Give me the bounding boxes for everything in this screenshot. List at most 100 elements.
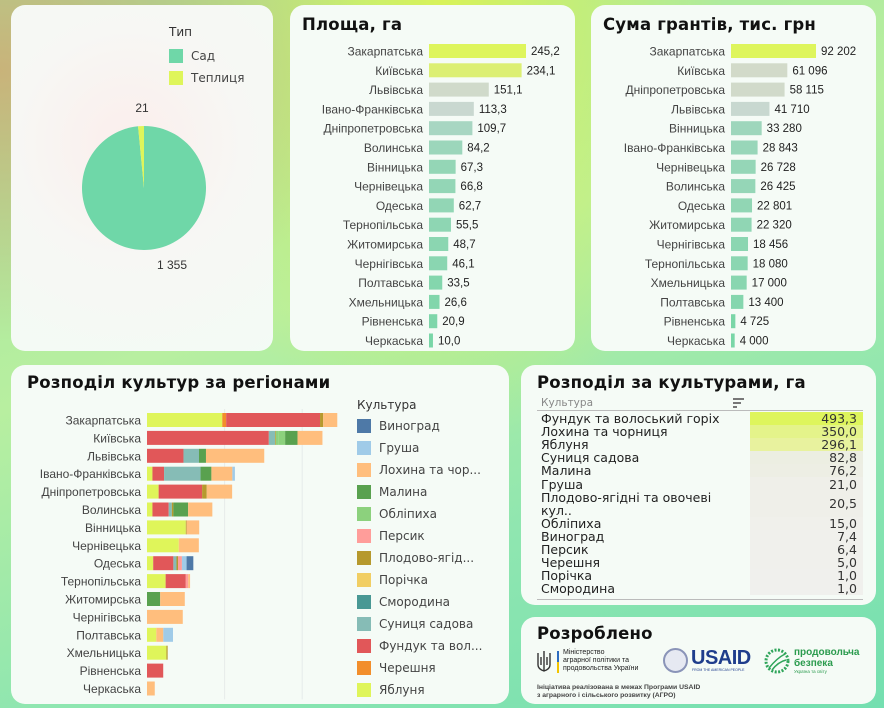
stack-legend-item[interactable]: Порічка bbox=[357, 569, 482, 591]
stack-legend-item[interactable]: Лохина та чор... bbox=[357, 459, 482, 481]
legend-label: Груша bbox=[379, 441, 420, 455]
stack-segment bbox=[200, 466, 212, 481]
category-label: Дніпропетровська bbox=[625, 83, 725, 97]
category-label: Львівська bbox=[87, 449, 141, 463]
category-label: Закарпатська bbox=[66, 414, 142, 428]
bar bbox=[731, 159, 756, 174]
note-line: з аграрного і сільського розвитку (АГРО) bbox=[537, 691, 676, 699]
column-header-culture[interactable]: Культура bbox=[541, 397, 593, 409]
stack-legend-item[interactable]: Обліпиха bbox=[357, 503, 482, 525]
stack-legend-item[interactable]: Груша bbox=[357, 437, 482, 459]
culture-value: 7,4 bbox=[750, 529, 863, 543]
table-row[interactable]: Суниця садова 82,8 bbox=[541, 451, 863, 465]
usaid-sub: FROM THE AMERICAN PEOPLE bbox=[692, 668, 745, 672]
category-label: Одеська bbox=[94, 557, 142, 571]
stack-legend-item[interactable]: Суниця садова bbox=[357, 613, 482, 635]
culture-name: Персик bbox=[541, 541, 589, 557]
table-title: Розподіл за культурами, га bbox=[537, 373, 806, 392]
table-row[interactable]: Обліпиха 15,0 bbox=[541, 516, 863, 530]
stack-segment bbox=[165, 574, 186, 589]
category-label: Полтавська bbox=[358, 276, 423, 290]
legend-label: Черешня bbox=[379, 661, 436, 675]
bar bbox=[429, 333, 433, 348]
bar bbox=[731, 333, 735, 348]
stack-segment bbox=[178, 538, 199, 553]
sort-icon[interactable] bbox=[733, 397, 745, 408]
table-row[interactable]: Груша 21,0 bbox=[541, 477, 863, 491]
category-label: Дніпропетровська bbox=[41, 485, 141, 499]
stack-legend-item[interactable]: Малина bbox=[357, 481, 482, 503]
value-label: 4 000 bbox=[740, 336, 769, 348]
category-label: Черкаська bbox=[365, 334, 423, 348]
bar bbox=[429, 275, 443, 290]
food-security-text: продовольча безпека bbox=[794, 647, 859, 669]
legend-swatch bbox=[357, 551, 371, 565]
stack-legend-item[interactable]: Виноград bbox=[357, 415, 482, 437]
stacked-bar-chart: Закарпатська Київська Львівська Івано-Франк… bbox=[40, 409, 338, 700]
legend-swatch bbox=[357, 507, 371, 521]
table-row[interactable]: Порічка 1,0 bbox=[541, 568, 863, 583]
legend-swatch bbox=[357, 463, 371, 477]
stack-segment bbox=[147, 430, 269, 445]
bar bbox=[731, 140, 758, 155]
bar bbox=[429, 44, 526, 58]
stack-segment bbox=[185, 520, 187, 535]
table-row[interactable]: Смородина 1,0 bbox=[541, 582, 863, 596]
grants-card: Сума грантів, тис. грн Закарпатська 92 20… bbox=[591, 5, 876, 351]
category-label: Хмельницька bbox=[651, 276, 726, 290]
ministry-divider bbox=[557, 651, 559, 673]
culture-value: 20,5 bbox=[750, 490, 863, 517]
stack-legend-item[interactable]: Фундук та вол... bbox=[357, 635, 482, 657]
stack-legend-item[interactable]: Черешня bbox=[357, 657, 482, 679]
category-label: Львівська bbox=[369, 83, 423, 97]
value-label: 20,9 bbox=[442, 316, 464, 328]
value-label: 26 728 bbox=[761, 162, 796, 174]
stack-segment bbox=[202, 484, 207, 499]
stack-segment bbox=[152, 466, 165, 481]
bar bbox=[429, 314, 438, 329]
table-row[interactable]: Малина 76,2 bbox=[541, 463, 863, 479]
stack-legend-item[interactable]: Персик bbox=[357, 525, 482, 547]
culture-name: Малина bbox=[541, 463, 592, 479]
value-label: 10,0 bbox=[438, 336, 460, 348]
legend-label: Обліпиха bbox=[379, 507, 437, 521]
legend-swatch bbox=[357, 661, 371, 675]
food-line: продовольча bbox=[794, 647, 860, 658]
bar bbox=[429, 63, 522, 78]
stack-segment bbox=[186, 520, 200, 535]
stack-segment bbox=[147, 627, 157, 642]
stack-legend-item[interactable]: Плодово-ягід... bbox=[357, 547, 482, 569]
legend-label: Персик bbox=[379, 529, 425, 543]
table-row[interactable]: Виноград 7,4 bbox=[541, 529, 863, 543]
ministry-line: продовольства України bbox=[563, 665, 639, 672]
table-row[interactable]: Черешня 5,0 bbox=[541, 555, 863, 569]
culture-value: 21,0 bbox=[750, 477, 863, 491]
table-row[interactable]: Плодово-ягідні та овочеві кул.. 20,5 bbox=[541, 490, 863, 517]
stack-segment bbox=[226, 413, 321, 427]
category-label: Чернівецька bbox=[72, 539, 141, 553]
pie-legend-item-sad[interactable]: Сад bbox=[169, 45, 244, 67]
category-label: Вінницька bbox=[669, 122, 725, 136]
table-row[interactable]: Персик 6,4 bbox=[541, 541, 863, 557]
category-label: Івано-Франківська bbox=[322, 102, 424, 116]
category-label: Полтавська bbox=[76, 628, 141, 642]
stack-segment bbox=[278, 430, 286, 445]
stack-segment bbox=[147, 681, 155, 696]
ministry-line: Міністерство bbox=[563, 649, 605, 656]
stack-segment bbox=[198, 448, 206, 463]
value-label: 55,5 bbox=[456, 220, 478, 232]
table-row[interactable]: Яблуня 296,1 bbox=[541, 438, 863, 452]
category-label: Івано-Франківська bbox=[40, 467, 142, 481]
legend-swatch bbox=[357, 419, 371, 433]
stack-segment bbox=[178, 556, 182, 571]
stack-legend-item[interactable]: Яблуня bbox=[357, 679, 482, 701]
pie-legend-item-teplytsia[interactable]: Теплиця bbox=[169, 67, 244, 89]
category-label: Житомирська bbox=[649, 218, 725, 232]
table-row[interactable]: Фундук та волоський горіх 493,3 bbox=[541, 412, 863, 426]
table-row[interactable]: Лохина та чорниця 350,0 bbox=[541, 425, 863, 439]
legend-label: Суниця садова bbox=[379, 617, 474, 631]
category-label: Черкаська bbox=[83, 682, 141, 696]
stack-segment bbox=[147, 538, 179, 553]
stack-legend-item[interactable]: Смородина bbox=[357, 591, 482, 613]
area-card: Площа, га Закарпатська 245,2 Київська 234,1… bbox=[290, 5, 575, 351]
